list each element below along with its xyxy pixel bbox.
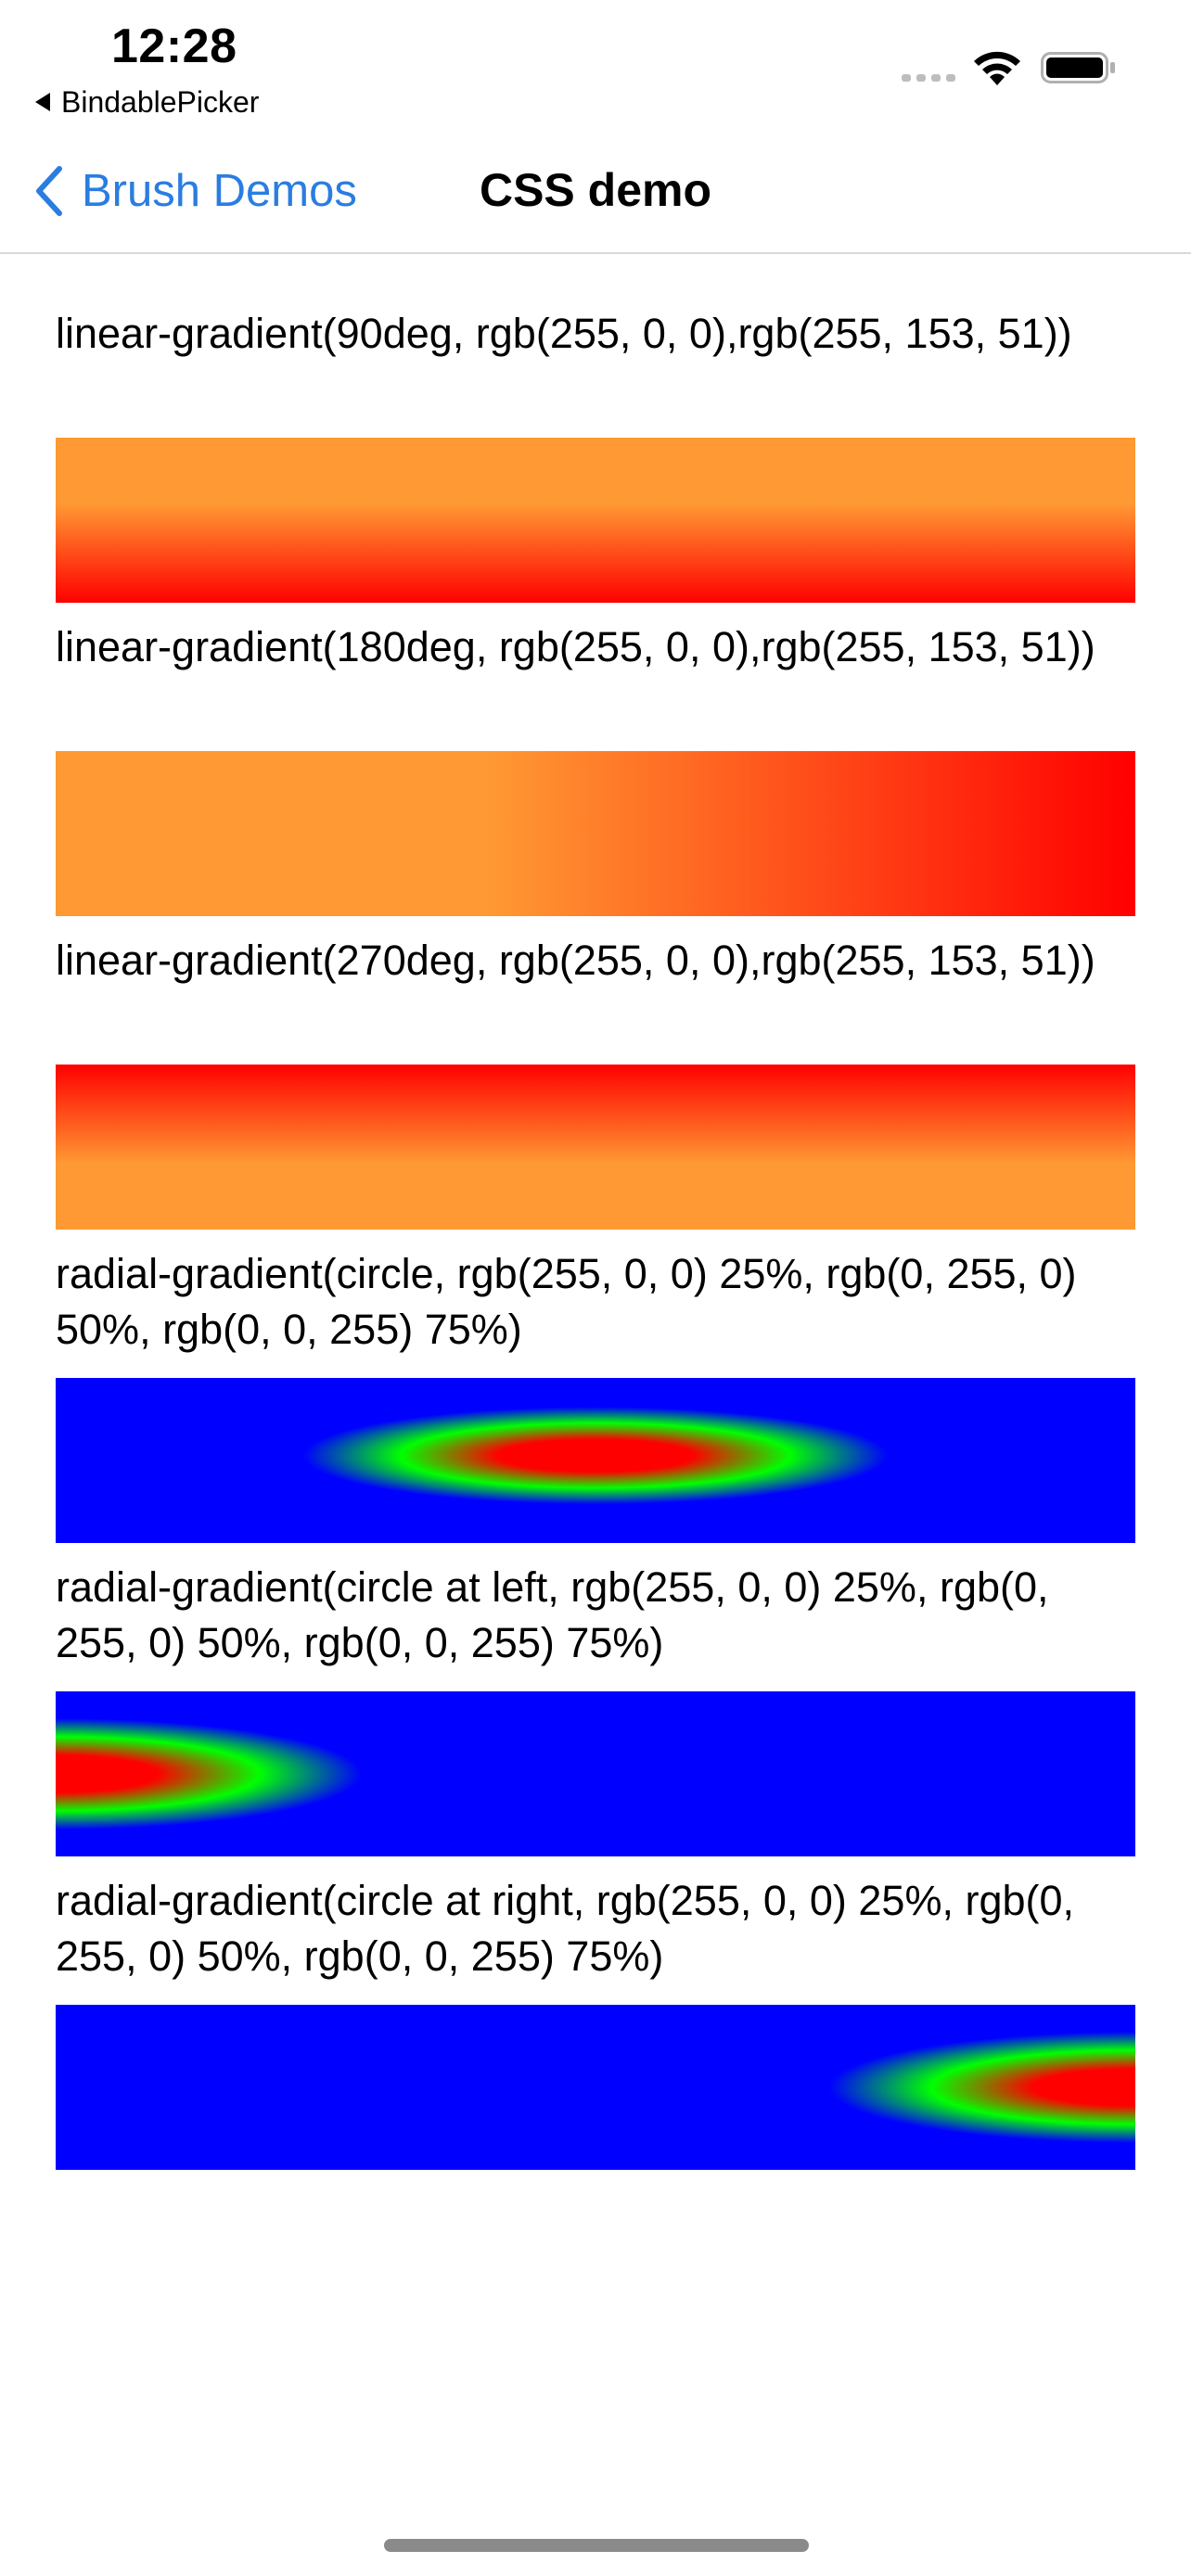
demo-item: linear-gradient(180deg, rgb(255, 0, 0),r… bbox=[56, 619, 1135, 933]
gradient-swatch bbox=[56, 1378, 1135, 1543]
status-time: 12:28 bbox=[111, 19, 237, 73]
demo-item: radial-gradient(circle at right, rgb(255… bbox=[56, 1873, 1135, 2187]
demo-item: radial-gradient(circle at left, rgb(255,… bbox=[56, 1560, 1135, 1873]
gradient-label: radial-gradient(circle at left, rgb(255,… bbox=[56, 1563, 1049, 1666]
back-button-label: Brush Demos bbox=[82, 166, 357, 216]
demo-item: linear-gradient(270deg, rgb(255, 0, 0),r… bbox=[56, 933, 1135, 1246]
back-app-label: BindablePicker bbox=[61, 84, 260, 119]
demo-item: linear-gradient(90deg, rgb(255, 0, 0),rg… bbox=[56, 306, 1135, 619]
gradient-label: radial-gradient(circle at right, rgb(255… bbox=[56, 1877, 1075, 1980]
cellular-signal-icon bbox=[902, 74, 955, 82]
gradient-label: linear-gradient(90deg, rgb(255, 0, 0),rg… bbox=[56, 310, 1072, 357]
home-indicator[interactable] bbox=[384, 2539, 809, 2552]
status-bar: 12:28 BindablePicker bbox=[0, 0, 1191, 130]
wifi-icon bbox=[974, 51, 1020, 85]
back-button[interactable]: Brush Demos bbox=[32, 158, 357, 224]
demo-list: linear-gradient(90deg, rgb(255, 0, 0),rg… bbox=[56, 306, 1135, 2187]
page-title: CSS demo bbox=[479, 164, 712, 216]
gradient-swatch bbox=[56, 438, 1135, 603]
demo-item: radial-gradient(circle, rgb(255, 0, 0) 2… bbox=[56, 1246, 1135, 1560]
gradient-label: linear-gradient(180deg, rgb(255, 0, 0),r… bbox=[56, 623, 1095, 670]
gradient-swatch bbox=[56, 1691, 1135, 1856]
gradient-swatch bbox=[56, 751, 1135, 916]
gradient-label: radial-gradient(circle, rgb(255, 0, 0) 2… bbox=[56, 1250, 1077, 1353]
back-triangle-icon bbox=[35, 93, 50, 111]
navigation-bar: Brush Demos CSS demo bbox=[0, 130, 1191, 254]
battery-icon bbox=[1041, 52, 1115, 83]
gradient-label: linear-gradient(270deg, rgb(255, 0, 0),r… bbox=[56, 937, 1095, 984]
back-to-app-button[interactable]: BindablePicker bbox=[35, 83, 259, 121]
gradient-swatch bbox=[56, 2005, 1135, 2170]
gradient-swatch bbox=[56, 1065, 1135, 1230]
chevron-left-icon bbox=[36, 166, 62, 216]
